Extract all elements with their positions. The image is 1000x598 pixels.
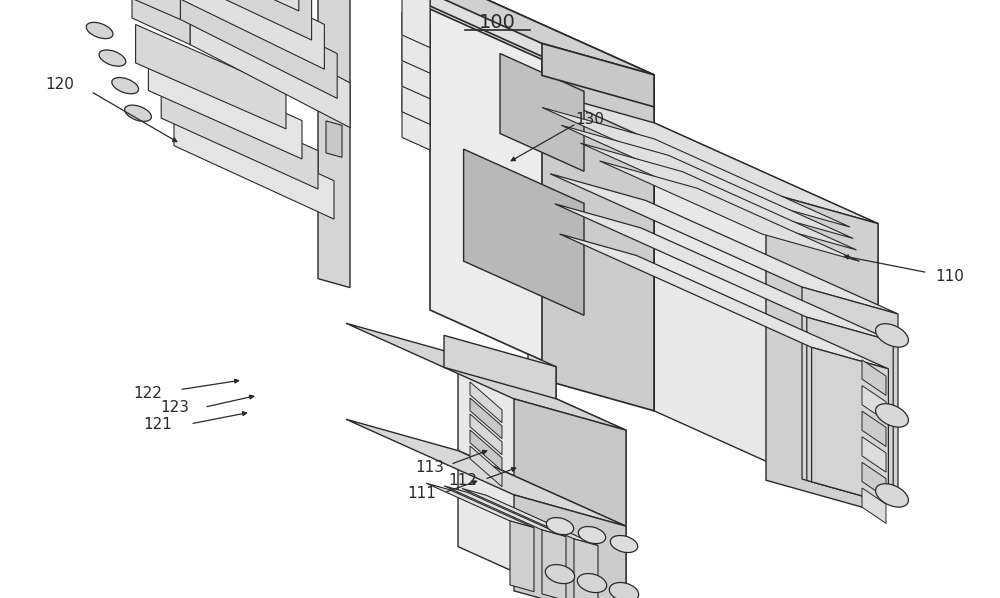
Polygon shape — [580, 143, 856, 250]
Polygon shape — [402, 38, 430, 99]
Polygon shape — [470, 414, 502, 454]
Polygon shape — [600, 161, 860, 261]
Polygon shape — [500, 53, 584, 171]
Polygon shape — [318, 0, 654, 91]
Text: 100: 100 — [479, 13, 515, 32]
Polygon shape — [161, 0, 312, 40]
Polygon shape — [444, 486, 566, 536]
Polygon shape — [550, 173, 898, 314]
Ellipse shape — [876, 404, 908, 427]
Polygon shape — [430, 0, 654, 107]
Polygon shape — [542, 91, 878, 224]
Polygon shape — [561, 125, 853, 239]
Polygon shape — [458, 355, 626, 526]
Polygon shape — [458, 451, 626, 598]
Polygon shape — [318, 0, 654, 75]
Polygon shape — [430, 0, 654, 411]
Polygon shape — [470, 446, 502, 487]
Polygon shape — [346, 324, 626, 430]
Polygon shape — [161, 80, 318, 189]
Polygon shape — [402, 0, 430, 48]
Polygon shape — [190, 0, 350, 127]
Polygon shape — [470, 398, 502, 439]
Polygon shape — [654, 123, 878, 512]
Text: 112: 112 — [449, 473, 477, 489]
Polygon shape — [574, 539, 598, 598]
Ellipse shape — [99, 50, 126, 66]
Ellipse shape — [577, 573, 607, 593]
Polygon shape — [514, 399, 626, 526]
Ellipse shape — [876, 324, 908, 347]
Ellipse shape — [86, 22, 113, 39]
Polygon shape — [542, 108, 850, 227]
Text: 113: 113 — [416, 460, 444, 475]
Ellipse shape — [125, 105, 151, 121]
Polygon shape — [807, 317, 893, 505]
Polygon shape — [514, 495, 626, 598]
Text: 110: 110 — [936, 269, 964, 284]
Polygon shape — [402, 64, 430, 124]
Polygon shape — [318, 0, 350, 288]
Polygon shape — [426, 483, 534, 527]
Polygon shape — [346, 419, 626, 526]
Ellipse shape — [546, 517, 574, 535]
Polygon shape — [542, 59, 654, 411]
Polygon shape — [802, 287, 898, 506]
Polygon shape — [555, 204, 893, 341]
Polygon shape — [136, 25, 286, 129]
Polygon shape — [862, 386, 886, 421]
Text: 120: 120 — [46, 77, 74, 93]
Polygon shape — [402, 89, 430, 150]
Polygon shape — [124, 0, 180, 20]
Polygon shape — [326, 121, 342, 157]
Text: 130: 130 — [576, 112, 604, 127]
Polygon shape — [862, 437, 886, 472]
Polygon shape — [470, 382, 502, 423]
Polygon shape — [152, 0, 299, 11]
Polygon shape — [174, 107, 334, 219]
Polygon shape — [812, 347, 888, 504]
Text: 122: 122 — [134, 386, 162, 401]
Polygon shape — [528, 354, 556, 399]
Polygon shape — [542, 44, 654, 107]
Text: 121: 121 — [144, 417, 172, 432]
Text: 111: 111 — [408, 486, 436, 502]
Ellipse shape — [578, 526, 606, 544]
Ellipse shape — [112, 78, 139, 94]
Ellipse shape — [545, 565, 575, 584]
Polygon shape — [862, 411, 886, 447]
Polygon shape — [542, 530, 566, 598]
Polygon shape — [444, 335, 556, 399]
Polygon shape — [464, 149, 584, 315]
Polygon shape — [862, 488, 886, 523]
Polygon shape — [470, 430, 502, 471]
Polygon shape — [402, 13, 430, 73]
Ellipse shape — [610, 535, 638, 553]
Polygon shape — [862, 360, 886, 395]
Polygon shape — [462, 489, 598, 545]
Ellipse shape — [609, 582, 639, 598]
Ellipse shape — [876, 484, 908, 507]
Polygon shape — [132, 0, 190, 45]
Polygon shape — [510, 521, 534, 591]
Polygon shape — [171, 0, 324, 69]
Polygon shape — [862, 462, 886, 498]
Polygon shape — [560, 234, 888, 369]
Polygon shape — [766, 192, 878, 512]
Polygon shape — [148, 52, 302, 159]
Polygon shape — [180, 0, 337, 99]
Text: 123: 123 — [160, 400, 190, 416]
